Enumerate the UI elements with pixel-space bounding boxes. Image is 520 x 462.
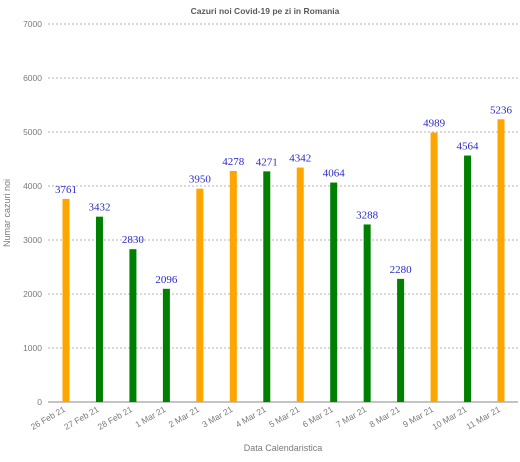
y-axis-label: Numar cazuri noi — [2, 179, 12, 247]
x-tick-label: 4 Mar 21 — [234, 404, 268, 430]
data-label: 4564 — [457, 141, 480, 153]
data-label: 4342 — [289, 153, 311, 165]
gridlines — [48, 23, 518, 349]
x-tick-label: 8 Mar 21 — [368, 404, 402, 430]
data-label: 2830 — [122, 234, 145, 246]
data-label: 3432 — [88, 202, 110, 214]
data-label: 4064 — [323, 168, 346, 180]
x-tick-label: 11 Mar 21 — [464, 404, 502, 432]
bar — [397, 278, 405, 402]
bar — [263, 171, 271, 402]
bar — [196, 188, 204, 402]
x-tick-label: 27 Feb 21 — [62, 404, 100, 432]
bar — [330, 182, 338, 402]
chart-title: Cazuri noi Covid-19 pe zi in Romania — [191, 6, 340, 16]
y-tick-label: 3000 — [23, 235, 42, 245]
x-tick-label: 2 Mar 21 — [167, 404, 201, 430]
bar — [62, 198, 70, 402]
x-tick-label: 5 Mar 21 — [267, 404, 301, 430]
bar — [129, 249, 137, 402]
y-tick-label: 2000 — [23, 289, 42, 299]
x-tick-label: 1 Mar 21 — [133, 404, 167, 430]
bar — [229, 170, 237, 402]
x-tick-label: 6 Mar 21 — [301, 404, 335, 430]
data-labels: 3761 3432 2830 2096 3950 4278 4271 4342 4064 3288… — [55, 104, 513, 286]
x-tick-label: 10 Mar 21 — [430, 404, 468, 432]
data-label: 3950 — [189, 174, 212, 186]
x-tick-label: 9 Mar 21 — [401, 404, 435, 430]
y-tick-label: 7000 — [23, 19, 42, 29]
bar — [296, 167, 304, 402]
y-tick-labels: 0 1000 2000 3000 4000 5000 6000 7000 — [23, 19, 42, 407]
x-tick-label: 28 Feb 21 — [96, 404, 134, 432]
data-label: 4271 — [256, 156, 278, 168]
x-tick-label: 7 Mar 21 — [334, 404, 368, 430]
x-tick-label: 26 Feb 21 — [29, 404, 67, 432]
bars — [62, 119, 505, 403]
y-tick-label: 0 — [37, 397, 42, 407]
y-tick-label: 6000 — [23, 73, 42, 83]
bar — [95, 216, 103, 402]
y-tick-label: 4000 — [23, 181, 42, 191]
x-tick-label: 3 Mar 21 — [200, 404, 234, 430]
bar — [497, 119, 505, 403]
bar — [430, 132, 438, 402]
data-label: 2280 — [390, 264, 413, 276]
y-tick-label: 1000 — [23, 343, 42, 353]
data-label: 3288 — [356, 209, 379, 221]
data-label: 3761 — [55, 184, 77, 196]
y-tick-label: 5000 — [23, 127, 42, 137]
bar — [464, 155, 472, 402]
data-label: 5236 — [490, 104, 513, 116]
data-label: 4989 — [423, 118, 446, 130]
bar — [162, 288, 170, 402]
data-label: 4278 — [222, 156, 245, 168]
bar — [363, 224, 371, 402]
x-axis-label: Data Calendaristica — [244, 443, 323, 453]
data-label: 2096 — [155, 274, 178, 286]
